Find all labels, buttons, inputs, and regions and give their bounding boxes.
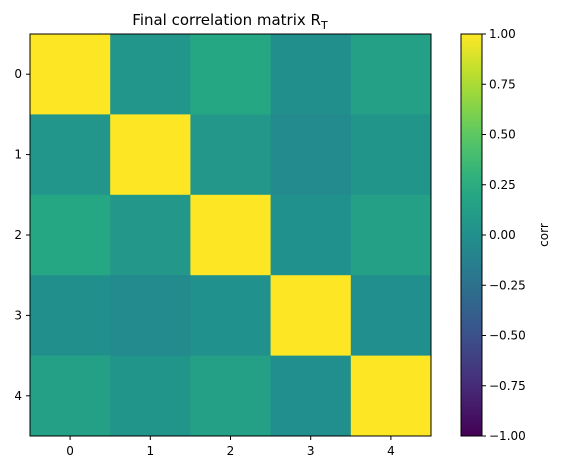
colorbar-tick-label: −0.75 [489,379,526,393]
colorbar-tick-label: −0.50 [489,329,526,343]
heatmap-cell-0-1 [110,34,191,115]
x-tick-label: 1 [146,444,154,458]
x-tick-label: 4 [387,444,395,458]
heatmap-cells [30,34,432,437]
y-tick-label: 3 [14,308,22,322]
heatmap-cell-3-0 [30,275,111,357]
colorbar-tick-label: −0.25 [489,278,526,292]
heatmap-cell-1-3 [270,114,352,196]
heatmap-cell-3-3 [270,275,352,357]
heatmap-cell-1-4 [350,114,432,196]
heatmap-cell-3-4 [350,275,432,357]
heatmap-cell-2-4 [350,194,432,276]
heatmap-cell-0-4 [350,34,432,115]
heatmap-cell-0-2 [190,34,272,115]
x-tick-label: 0 [66,444,74,458]
colorbar-tick-label: 0.75 [489,77,516,91]
heatmap-cell-2-2 [190,194,272,276]
heatmap-cell-1-1 [110,114,191,196]
colorbar-tick-label: 1.00 [489,27,516,41]
y-axis-ticks: 0 1 2 3 4 [14,67,30,403]
heatmap-cell-3-2 [190,275,272,357]
y-tick-label: 1 [14,148,22,162]
heatmap-cell-4-4 [350,355,432,437]
colorbar-tick-label: 0.50 [489,128,516,142]
heatmap-cell-1-2 [190,114,272,196]
heatmap-cell-1-0 [30,114,111,196]
x-tick-label: 3 [307,444,315,458]
heatmap-cell-4-0 [30,355,111,437]
chart-title: Final correlation matrix RT [132,11,328,32]
heatmap-cell-3-1 [110,275,191,357]
x-tick-label: 2 [227,444,235,458]
heatmap-cell-4-3 [270,355,352,437]
colorbar-tick-label: 0.25 [489,178,516,192]
heatmap-cell-0-3 [270,34,352,115]
y-tick-label: 2 [14,228,22,242]
colorbar-tick-label: 0.00 [489,228,516,242]
heatmap-cell-2-0 [30,194,111,276]
chart-title-subscript: T [320,19,328,32]
y-tick-label: 0 [14,67,22,81]
colorbar-tick-label: −1.00 [489,429,526,443]
x-axis-ticks: 0 1 2 3 4 [66,436,395,458]
colorbar: 1.00 0.75 0.50 0.25 0.00 −0.25 −0.50 −0.75 −1.00 [460,27,526,443]
y-tick-label: 4 [14,389,22,403]
heatmap-cell-2-1 [110,194,191,276]
heatmap-cell-2-3 [270,194,352,276]
colorbar-gradient [460,33,483,437]
heatmap-cell-4-1 [110,355,191,437]
colorbar-label: corr [537,223,551,247]
heatmap-cell-4-2 [190,355,272,437]
heatmap-cell-0-0 [30,34,111,115]
